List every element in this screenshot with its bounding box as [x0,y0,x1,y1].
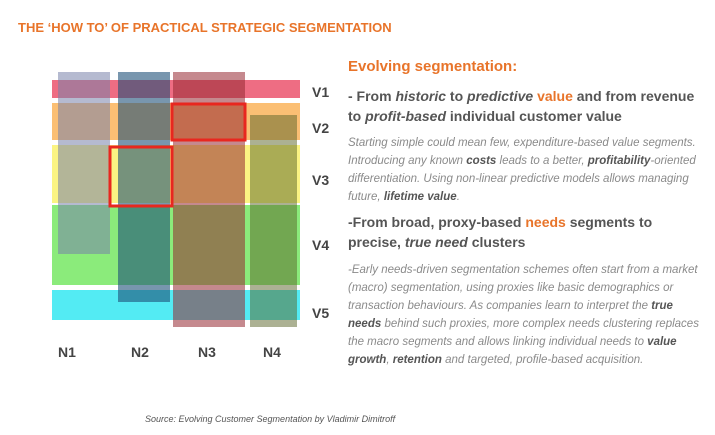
text-run: true needs [348,300,673,330]
text-run: -From broad, proxy-based [348,214,526,230]
text-run: profitability [587,155,651,167]
text-run: behind such proxies, more complex needs … [348,318,699,348]
text-run: and targeted, profile-based acquisition. [441,354,644,366]
source: Source: Evolving Customer Segmentation b… [145,414,396,424]
text-run: value [537,88,573,104]
point-body: -Early needs-driven segmentation schemes… [348,261,706,369]
highlight-box [108,145,174,208]
row-label: V4 [312,237,330,253]
row-label: V5 [312,305,330,321]
text-run: lifetime value [383,191,457,203]
point-body: Starting simple could mean few, expendit… [348,134,706,206]
column-band [58,72,110,254]
text-run: segments to precise, [348,214,653,250]
point-title: - From historic to predictive value and … [348,86,706,126]
text-run: predictive [467,88,534,104]
text-run: -Early needs-driven segmentation schemes… [348,264,698,312]
text-run: - From [348,88,396,104]
highlight-box [170,102,247,142]
column-label: N3 [198,344,216,360]
column-label: N4 [263,344,281,360]
text-run: historic [395,88,447,104]
text-run: retention [392,354,442,366]
column-label: N1 [58,344,76,360]
text-run: value growth [348,336,677,366]
column-band [118,72,170,302]
text-run: to [446,88,468,104]
text-run: true need [404,234,468,250]
column-label: N2 [131,344,149,360]
text-run: -oriented differentiation. Using non-lin… [348,155,696,203]
text-run: . [456,191,460,203]
text-run: clusters [467,234,526,250]
text-run: individual customer value [446,108,622,124]
heading: Evolving segmentation: [348,58,518,75]
row-label: V2 [312,120,330,136]
text-run: costs [466,155,497,167]
column-band [173,72,245,327]
text-run: , [386,354,393,366]
row-label: V3 [312,172,330,188]
text-run: profit-based [365,108,446,124]
text-run: needs [525,214,566,230]
column-band [250,115,297,327]
point-title: -From broad, proxy-based needs segments … [348,212,706,252]
text-run: Starting simple could mean few, expendit… [348,137,696,167]
segmentation-diagram [52,72,300,327]
row-label: V1 [312,84,330,100]
text-run: leads to a better, [496,155,588,167]
text-run: and from revenue to [348,88,695,124]
title: THE ‘HOW TO’ OF PRACTICAL STRATEGIC SEGM… [18,20,392,35]
